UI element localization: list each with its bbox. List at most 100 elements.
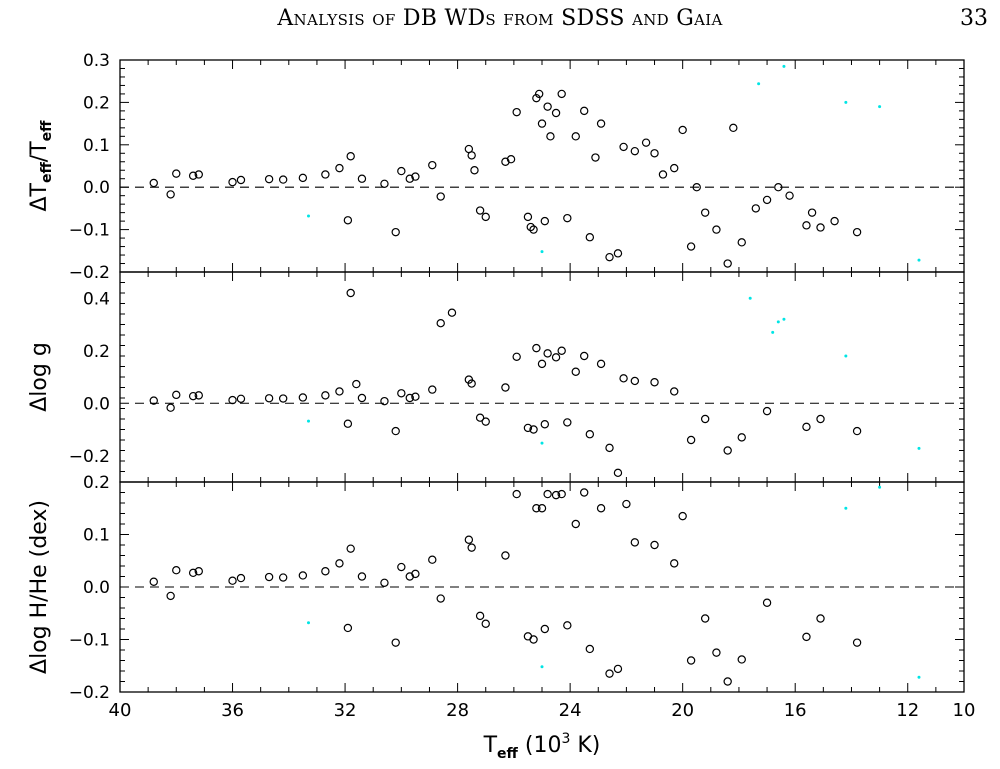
series-open-circle-hhe xyxy=(149,488,862,686)
x-tick-label: 28 xyxy=(446,700,469,721)
x-tick-label: 32 xyxy=(334,700,357,721)
data-point-open xyxy=(537,119,547,128)
series-dot-hhe xyxy=(306,485,921,679)
data-point-open xyxy=(613,249,623,258)
data-point-open xyxy=(321,567,330,576)
ylabel-mid: /T xyxy=(27,141,52,162)
data-point-open xyxy=(737,433,746,442)
data-point-open xyxy=(678,125,687,135)
data-point-open xyxy=(343,419,353,428)
data-point-open xyxy=(523,423,533,433)
y-tick-label: 0.2 xyxy=(83,342,110,362)
data-point-dot xyxy=(844,506,848,510)
data-point-dot xyxy=(540,441,544,445)
data-point-open xyxy=(380,179,389,189)
data-point-dot xyxy=(748,296,752,300)
data-point-open xyxy=(397,389,406,398)
data-point-open xyxy=(523,212,533,222)
data-point-open xyxy=(411,569,420,579)
data-point-dot xyxy=(782,64,786,68)
data-point-open xyxy=(658,170,668,179)
data-point-open xyxy=(411,172,420,181)
data-point-open xyxy=(447,308,457,317)
data-point-open xyxy=(228,177,237,187)
data-point-open xyxy=(194,567,203,576)
data-point-open xyxy=(236,573,246,583)
ylabel-main: Δlog H/He (dex) xyxy=(27,500,52,674)
data-point-open xyxy=(335,163,344,173)
data-point-open xyxy=(475,206,485,215)
data-point-open xyxy=(343,623,353,633)
data-point-open xyxy=(264,394,274,403)
panel-logg: 0.4 0.2 0.0 −0.2 xyxy=(69,271,965,483)
data-point-open xyxy=(630,146,640,156)
data-point-open xyxy=(540,216,550,226)
y-tick-label: 0.1 xyxy=(83,136,110,156)
data-point-open xyxy=(670,559,679,568)
x-tick-label: 36 xyxy=(221,700,244,721)
data-point-dot xyxy=(844,354,848,358)
data-point-dot xyxy=(540,665,544,669)
page-number: 33 xyxy=(960,6,988,31)
data-point-open xyxy=(346,288,355,298)
data-point-open xyxy=(585,644,595,654)
data-point-open xyxy=(264,572,274,582)
y-tick-label: 0.1 xyxy=(83,526,110,546)
data-point-open xyxy=(630,376,640,386)
y-tick-label: −0.1 xyxy=(69,221,110,241)
data-point-open xyxy=(712,648,721,657)
data-point-open xyxy=(551,353,561,362)
x-tick-label: 12 xyxy=(896,700,919,721)
panel-teff: 0.3 0.2 0.1 0.0 −0.1 −0.2 xyxy=(69,51,965,283)
data-point-open xyxy=(411,392,420,401)
data-point-open xyxy=(816,614,825,623)
data-point-open xyxy=(512,352,521,361)
data-point-open xyxy=(428,160,437,170)
ylabel-main: ΔT xyxy=(27,182,52,211)
data-point-open xyxy=(188,171,198,180)
data-point-open xyxy=(357,572,367,581)
data-point-open xyxy=(506,155,516,164)
y-tick-label: −0.2 xyxy=(69,263,110,283)
data-point-open xyxy=(650,378,659,387)
y-tick-label: 0.0 xyxy=(83,178,110,198)
data-point-open xyxy=(700,208,710,217)
data-point-open xyxy=(475,611,485,621)
data-point-open xyxy=(512,489,521,499)
data-point-open xyxy=(762,598,772,607)
x-tick-label: 10 xyxy=(953,700,976,721)
data-point-open xyxy=(188,391,198,401)
series-open-circle-teff xyxy=(149,89,862,268)
data-point-open xyxy=(501,551,510,560)
data-point-open xyxy=(802,632,811,642)
data-point-open xyxy=(397,562,406,572)
data-point-open xyxy=(596,119,606,128)
data-point-open xyxy=(580,351,589,361)
data-point-open xyxy=(830,216,839,226)
data-point-open xyxy=(194,391,203,400)
series-open-circle-logg xyxy=(149,288,862,478)
data-point-open xyxy=(580,488,589,497)
data-point-open xyxy=(166,403,175,412)
xlabel-sup: 3 xyxy=(561,731,570,747)
data-point-dot xyxy=(540,250,544,254)
data-point-open xyxy=(802,422,811,432)
data-point-open xyxy=(551,108,561,118)
panel-hhe: 0.2 0.1 0.0 −0.1 −0.2 xyxy=(69,473,965,703)
data-point-dot xyxy=(306,621,310,625)
ylabel-sub: eff xyxy=(39,162,55,183)
data-point-open xyxy=(571,519,580,529)
y-tick-label: 0.2 xyxy=(83,473,110,493)
data-point-open xyxy=(852,426,862,436)
data-point-open xyxy=(543,489,552,499)
data-point-dot xyxy=(917,258,921,262)
data-point-open xyxy=(852,227,862,237)
x-tick-label: 16 xyxy=(784,700,807,721)
xlabel-rest: (10 xyxy=(518,733,562,758)
data-point-open xyxy=(346,544,355,553)
data-point-open xyxy=(571,132,580,141)
x-axis: 40 36 32 28 24 20 16 12 10 Teff (103 K) xyxy=(109,700,976,762)
data-point-open xyxy=(762,406,772,416)
data-point-open xyxy=(529,635,538,644)
x-tick-label: 24 xyxy=(559,700,582,721)
